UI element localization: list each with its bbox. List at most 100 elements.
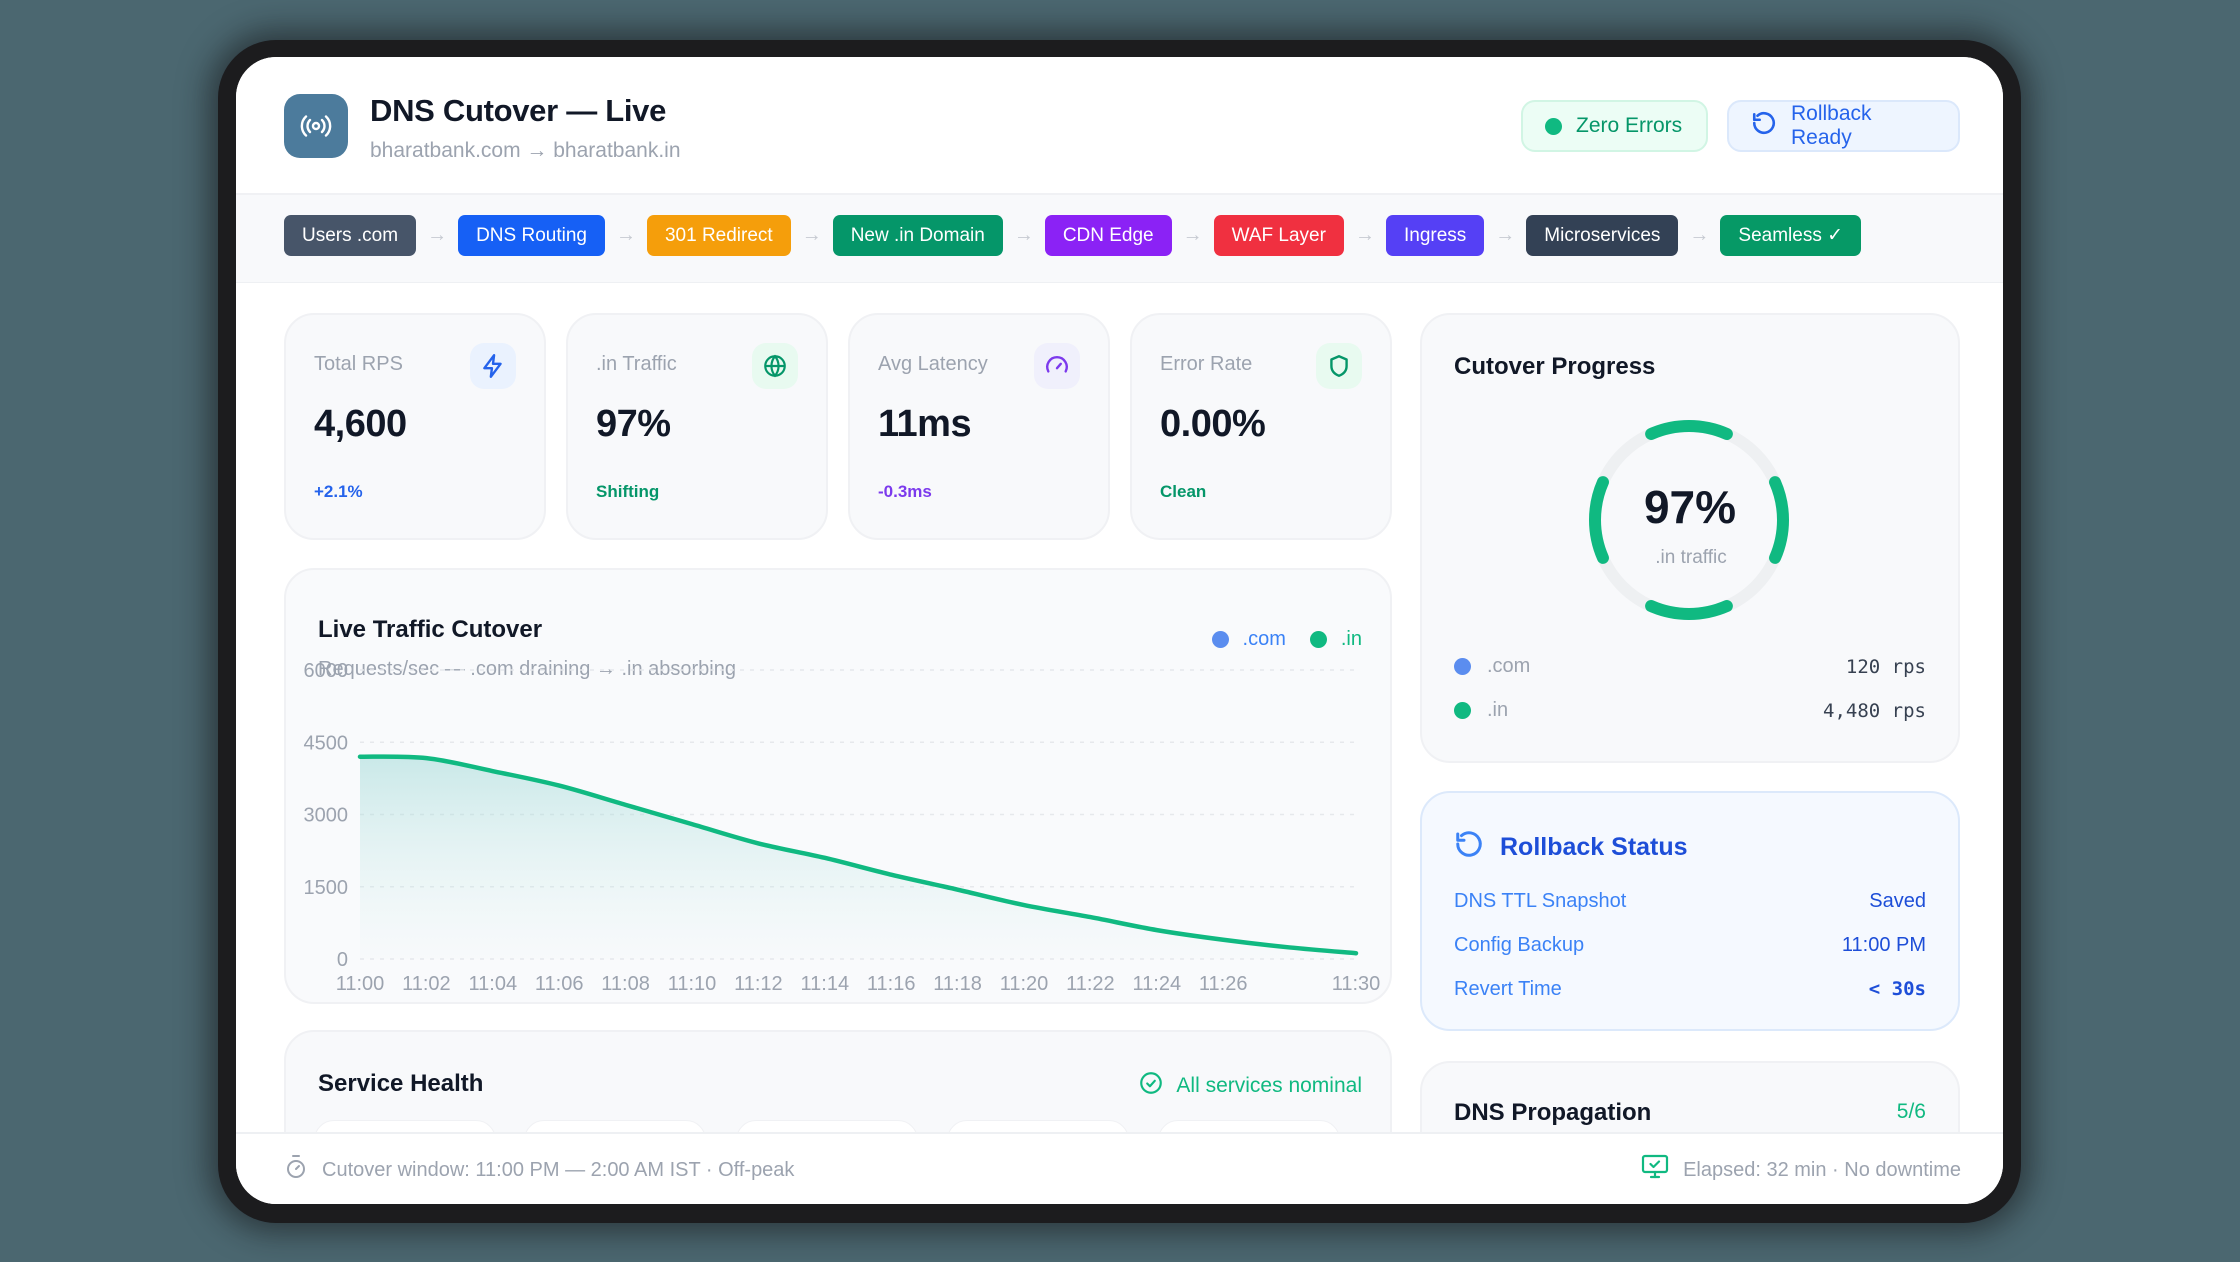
split-row-in: .in 4,480 rps (1454, 699, 1926, 722)
stat-card-total-rps[interactable]: Total RPS 4,600 +2.1% (284, 313, 546, 540)
y-tick-label: 6000 (304, 660, 349, 682)
legend-dot-icon (1211, 631, 1229, 648)
stat-label: Total RPS (314, 353, 403, 375)
rotate-ccw-icon (1751, 110, 1777, 142)
rollback-row: Config Backup 11:00 PM (1454, 934, 1926, 957)
cutover-progress-card: Cutover Progress 97% .in traffic .com 12… (1420, 313, 1960, 763)
stat-delta: Shifting (596, 482, 660, 501)
service-health-title: Service Health (318, 1070, 484, 1097)
domain-migration-subtitle: bharatbank.com → bharatbank.in (370, 139, 681, 162)
stat-delta: -0.3ms (878, 482, 932, 501)
x-tick-label: 11:14 (801, 973, 850, 995)
rollback-ready-label: Rollback Ready (1791, 102, 1872, 149)
chart-legend: .com .in (1211, 628, 1362, 651)
arrow-right-icon: → (801, 224, 822, 246)
stat-value: 4,600 (314, 403, 407, 445)
pipeline-step[interactable]: Users .com (284, 215, 417, 256)
x-tick-label: 11:06 (535, 973, 584, 995)
stat-value: 0.00% (1160, 403, 1266, 445)
dns-propagation-count: 5/6 (1896, 1100, 1926, 1123)
x-tick-label: 11:30 (1332, 973, 1381, 995)
x-tick-label: 11:04 (469, 973, 518, 995)
cutover-window-text: Cutover window: 11:00 PM — 2:00 AM IST ·… (322, 1158, 795, 1181)
arrow-right-icon: → (1495, 224, 1516, 246)
split-label: .com (1487, 655, 1531, 677)
check-circle-icon (1138, 1070, 1164, 1102)
rollback-status-title: Rollback Status (1454, 829, 1688, 866)
chart-title: Live Traffic Cutover (318, 616, 543, 643)
rollback-status-card: Rollback Status DNS TTL Snapshot Saved C… (1420, 791, 1960, 1031)
elapsed-text: Elapsed: 32 min · No downtime (1683, 1158, 1961, 1181)
split-row-com: .com 120 rps (1454, 655, 1926, 678)
zero-errors-label: Zero Errors (1576, 114, 1683, 137)
legend-label: .in (1340, 628, 1362, 650)
pipeline-step[interactable]: DNS Routing (458, 215, 605, 256)
progress-donut (1584, 415, 1794, 625)
stat-delta: Clean (1160, 482, 1207, 501)
chart-subtitle: Requests/sec — .com draining → .in absor… (318, 658, 736, 680)
stat-label: Avg Latency (878, 353, 988, 375)
split-label: .in (1487, 699, 1509, 721)
traffic-line[interactable] (357, 754, 1359, 956)
live-traffic-chart-card: Live Traffic Cutover Requests/sec — .com… (284, 568, 1392, 1004)
pipeline-step[interactable]: Ingress (1385, 215, 1485, 256)
zero-errors-badge[interactable]: Zero Errors (1521, 100, 1708, 152)
status-dot-icon (1545, 117, 1562, 135)
arrow-right-icon: → (1354, 224, 1375, 246)
stat-card-in-traffic[interactable]: .in Traffic 97% Shifting (566, 313, 828, 540)
dns-propagation-title: DNS Propagation (1454, 1099, 1652, 1126)
gauge-icon (1034, 343, 1080, 389)
pipeline-step[interactable]: New .in Domain (832, 215, 1003, 256)
y-tick-label: 4500 (304, 732, 349, 754)
x-tick-label: 11:10 (668, 973, 717, 995)
traffic-area-chart[interactable]: 0 1500 3000 4500 6000 11:00 11:02 11:04 11:06 11:… (286, 570, 1394, 1006)
traffic-pipeline: Users .com → DNS Routing → 301 Redirect → New … (236, 195, 2003, 283)
x-tick-label: 11:26 (1199, 973, 1248, 995)
rollback-ready-button[interactable]: Rollback Ready (1727, 100, 1960, 152)
stat-delta: +2.1% (314, 482, 363, 501)
stat-card-avg-latency[interactable]: Avg Latency 11ms -0.3ms (848, 313, 1110, 540)
legend-item-com[interactable]: .com (1211, 628, 1286, 651)
split-value: 4,480 rps (1823, 699, 1926, 722)
rollback-title-text: Rollback Status (1500, 833, 1688, 861)
split-value: 120 rps (1845, 655, 1926, 678)
y-tick-label: 0 (337, 949, 348, 971)
rollback-row-label: DNS TTL Snapshot (1454, 890, 1627, 912)
legend-label: .com (1242, 628, 1286, 650)
elapsed-info: Elapsed: 32 min · No downtime (1641, 1154, 1961, 1186)
pipeline-step[interactable]: CDN Edge (1044, 215, 1172, 256)
com-dot-icon (1454, 658, 1471, 675)
legend-dot-icon (1309, 631, 1327, 648)
arrow-right-icon: → (427, 224, 448, 246)
shield-icon (1316, 343, 1362, 389)
x-tick-label: 11:00 (336, 973, 385, 995)
rollback-row-label: Config Backup (1454, 934, 1585, 956)
y-tick-label: 1500 (304, 877, 349, 899)
x-tick-label: 11:24 (1133, 973, 1182, 995)
pipeline-steps: Users .com → DNS Routing → 301 Redirect → New … (284, 215, 1862, 256)
rollback-row-value: Saved (1869, 890, 1926, 912)
pipeline-step[interactable]: Microservices (1526, 215, 1679, 256)
progress-percent: 97% (1643, 481, 1737, 533)
stopwatch-icon (284, 1154, 308, 1186)
rollback-row: Revert Time < 30s (1454, 978, 1926, 1001)
stat-card-error-rate[interactable]: Error Rate 0.00% Clean (1130, 313, 1392, 540)
pipeline-step[interactable]: Seamless ✓ (1720, 215, 1862, 256)
service-health-status-label: All services nominal (1176, 1074, 1362, 1097)
pipeline-step[interactable]: WAF Layer (1213, 215, 1344, 256)
arrow-right-icon: → (1013, 224, 1034, 246)
arrow-right-icon: → (1689, 224, 1710, 246)
arrow-right-icon: → (615, 224, 636, 246)
x-tick-label: 11:20 (1000, 973, 1049, 995)
x-tick-label: 11:02 (402, 973, 451, 995)
arrow-right-icon: → (1182, 224, 1203, 246)
y-tick-label: 3000 (304, 805, 349, 827)
broadcast-icon (284, 94, 348, 158)
page-title: DNS Cutover — Live (370, 93, 667, 128)
footer: Cutover window: 11:00 PM — 2:00 AM IST ·… (236, 1132, 2003, 1204)
dashboard-window: DNS Cutover — Live bharatbank.com → bhar… (236, 57, 2003, 1204)
x-tick-label: 11:12 (734, 973, 783, 995)
legend-item-in[interactable]: .in (1309, 628, 1362, 651)
pipeline-step[interactable]: 301 Redirect (646, 215, 791, 256)
header: DNS Cutover — Live bharatbank.com → bhar… (236, 57, 2003, 195)
